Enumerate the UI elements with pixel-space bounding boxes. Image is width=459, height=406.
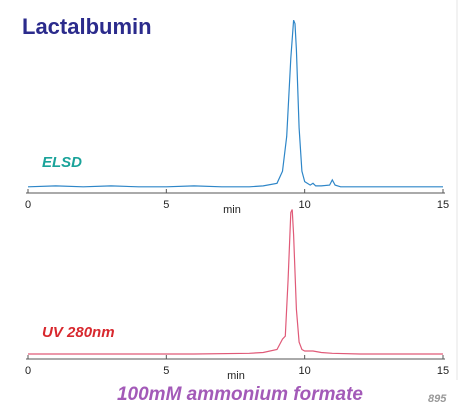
x-tick-label: 5 (163, 199, 169, 211)
x-tick-label: 0 (25, 365, 31, 377)
trace (27, 19, 443, 188)
x-tick-label: 15 (437, 199, 449, 211)
x-axis-label: min (223, 204, 241, 216)
code: 895 (428, 393, 447, 405)
trace-label: UV 280nm (42, 324, 115, 341)
trace-label: ELSD (42, 154, 82, 171)
x-tick-label: 15 (437, 365, 449, 377)
title: Lactalbumin (22, 14, 152, 39)
x-tick-label: 10 (299, 199, 311, 211)
x-tick-label: 5 (163, 365, 169, 377)
trace (28, 209, 443, 355)
x-tick-label: 10 (299, 365, 311, 377)
caption: 100mM ammonium formate (117, 384, 363, 405)
x-axis-label: min (227, 370, 245, 382)
x-tick-label: 0 (25, 199, 31, 211)
